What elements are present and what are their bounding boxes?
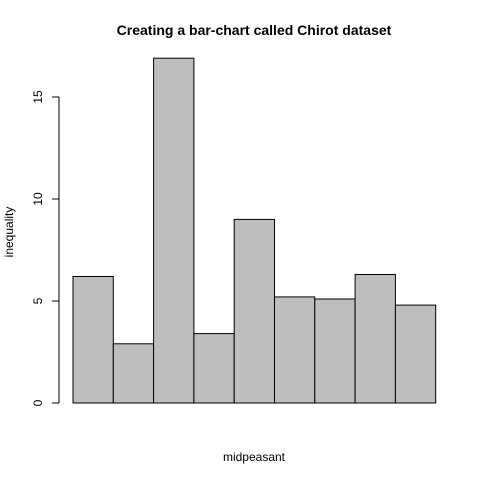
y-tick-label: 10 bbox=[31, 192, 45, 206]
bar-3 bbox=[153, 57, 195, 404]
bar-5 bbox=[233, 218, 275, 404]
y-tick-label: 15 bbox=[31, 90, 45, 104]
bar-8 bbox=[354, 274, 396, 404]
bar-4 bbox=[193, 333, 235, 404]
bar-group bbox=[72, 57, 437, 404]
y-tick-label: 5 bbox=[31, 297, 45, 304]
x-axis-label: midpeasant bbox=[223, 450, 286, 464]
chart-title: Creating a bar-chart called Chirot datas… bbox=[117, 22, 392, 38]
y-axis-label: inequality bbox=[2, 207, 16, 258]
bar-6 bbox=[274, 296, 316, 404]
y-axis-ticks: 0 5 10 15 bbox=[31, 90, 59, 406]
bar-9 bbox=[394, 304, 437, 404]
y-tick-label: 0 bbox=[31, 399, 45, 406]
bar-2 bbox=[112, 343, 155, 404]
bar-7 bbox=[314, 298, 356, 404]
bar-1 bbox=[72, 276, 114, 404]
